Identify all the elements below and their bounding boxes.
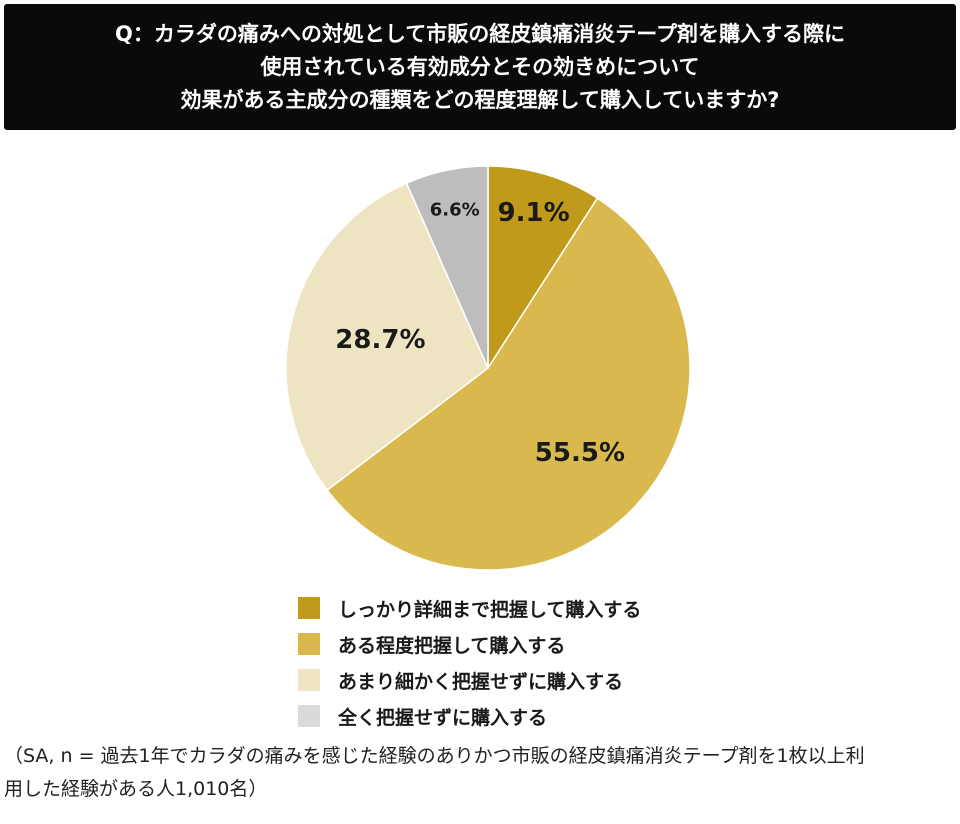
- legend-swatch-somewhat: [298, 633, 320, 655]
- pie-label-detailed: 9.1%: [498, 198, 570, 228]
- legend-label-not-at-all: 全く把握せずに購入する: [338, 706, 548, 729]
- legend-item-detailed: しっかり詳細まで把握して購入する: [298, 590, 641, 626]
- title-line-1: Q：カラダの痛みへの対処として市販の経皮鎮痛消炎テープ剤を購入する際に: [115, 21, 845, 46]
- legend-item-not-much: あまり細かく把握せずに購入する: [298, 662, 641, 698]
- pie-slice-not-much: [285, 182, 489, 492]
- legend-swatch-not-at-all: [298, 705, 320, 727]
- legend-item-not-at-all: 全く把握せずに購入する: [298, 698, 641, 734]
- question-title-box: Q：カラダの痛みへの対処として市販の経皮鎮痛消炎テープ剤を購入する際に 使用され…: [4, 4, 956, 130]
- title-line-3: 効果がある主成分の種類をどの程度理解して購入していますか?: [180, 87, 780, 112]
- legend-label-somewhat: ある程度把握して購入する: [338, 634, 566, 657]
- pie-slice-somewhat: [326, 197, 691, 571]
- title-line-2: 使用されている有効成分とその効きめについて: [260, 54, 700, 79]
- pie-label-not-much: 28.7%: [335, 325, 425, 355]
- legend-swatch-not-much: [298, 669, 320, 691]
- legend-swatch-detailed: [298, 597, 320, 619]
- footnote: （SA, n = 過去1年でカラダの痛みを感じた経験のありかつ市販の経皮鎮痛消炎…: [4, 740, 954, 806]
- legend-item-somewhat: ある程度把握して購入する: [298, 626, 641, 662]
- pie-label-not-at-all: 6.6%: [430, 199, 480, 220]
- footnote-line-1: （SA, n = 過去1年でカラダの痛みを感じた経験のありかつ市販の経皮鎮痛消炎…: [4, 745, 865, 767]
- pie-slice-detailed: [487, 165, 599, 371]
- legend-label-not-much: あまり細かく把握せずに購入する: [338, 670, 624, 693]
- legend: しっかり詳細まで把握して購入する ある程度把握して購入する あまり細かく把握せず…: [298, 590, 641, 734]
- legend-label-detailed: しっかり詳細まで把握して購入する: [338, 598, 642, 621]
- pie-label-somewhat: 55.5%: [535, 438, 625, 468]
- pie-slice-not-at-all: [405, 165, 489, 369]
- pie-chart: 9.1% 55.5% 28.7% 6.6%: [285, 165, 691, 571]
- footnote-line-2: 用した経験がある人1,010名）: [4, 778, 268, 800]
